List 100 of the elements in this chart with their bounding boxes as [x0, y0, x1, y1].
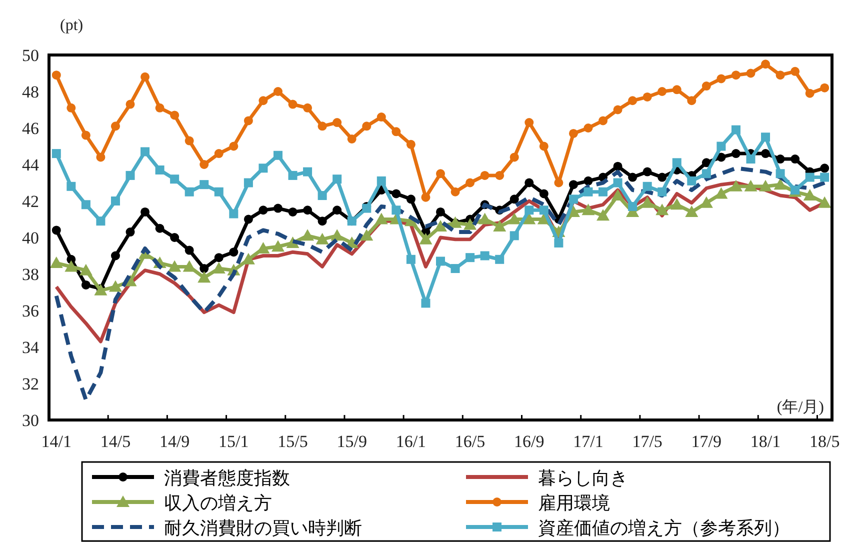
point: [79, 264, 92, 276]
point: [273, 204, 282, 213]
point: [316, 232, 329, 244]
point: [273, 150, 282, 160]
point: [658, 87, 667, 96]
point: [820, 83, 830, 92]
y-tick-label: 50: [22, 46, 39, 65]
point: [495, 170, 504, 180]
point: [744, 180, 758, 192]
x-tick-label: 18/1: [750, 432, 781, 451]
point: [436, 256, 445, 266]
point: [731, 125, 740, 134]
point: [700, 196, 713, 208]
y-tick-label: 34: [22, 338, 40, 357]
point: [184, 246, 194, 255]
point: [598, 116, 608, 126]
point: [539, 142, 548, 151]
point: [330, 229, 344, 241]
point: [776, 169, 785, 178]
point: [818, 196, 832, 208]
point: [658, 187, 667, 196]
point: [582, 204, 595, 216]
point: [466, 178, 475, 188]
point: [776, 70, 785, 80]
point: [568, 128, 578, 138]
point: [628, 202, 638, 211]
point: [318, 122, 327, 131]
point: [258, 164, 268, 173]
point: [155, 224, 164, 233]
point: [613, 162, 622, 171]
x-tick-label: 14/5: [100, 432, 131, 451]
point: [214, 149, 224, 158]
point: [374, 212, 388, 224]
x-tick-label: 17/9: [691, 432, 722, 451]
point: [110, 122, 120, 131]
x-tick-label: 17/5: [632, 432, 662, 451]
point: [421, 192, 430, 202]
point: [524, 178, 534, 188]
point: [820, 164, 830, 173]
point: [685, 205, 698, 217]
point: [273, 87, 282, 96]
point: [510, 231, 519, 240]
y-tick-label: 46: [22, 119, 39, 138]
point: [450, 187, 460, 196]
point: [242, 252, 255, 264]
point: [182, 260, 196, 272]
point: [702, 82, 711, 91]
legend-label: 収入の増え方: [164, 493, 272, 513]
point: [376, 112, 386, 122]
point: [731, 149, 740, 158]
point: [510, 194, 519, 204]
y-tick-label: 48: [22, 82, 39, 102]
point: [776, 154, 785, 164]
point: [66, 103, 76, 112]
x-tick-label: 16/9: [514, 432, 544, 451]
point: [508, 212, 521, 224]
point: [642, 182, 652, 191]
point: [244, 214, 253, 224]
point: [539, 206, 548, 215]
point: [66, 182, 76, 191]
point: [52, 226, 61, 235]
point: [419, 232, 432, 244]
point: [303, 206, 312, 215]
point: [184, 136, 194, 146]
point: [301, 229, 314, 241]
point: [244, 116, 253, 126]
point: [81, 200, 90, 210]
x-tick-label: 18/5: [809, 432, 840, 451]
legend-label: 資産価値の増え方（参考系列）: [538, 518, 790, 538]
point: [803, 189, 816, 201]
point: [214, 253, 224, 262]
x-tick-label: 15/5: [278, 432, 308, 451]
point: [52, 149, 61, 158]
point: [81, 130, 90, 140]
point: [672, 85, 682, 94]
legend-label: 雇用環境: [538, 493, 610, 513]
point: [347, 134, 356, 144]
y-axis-title: (pt): [60, 17, 84, 34]
point: [613, 105, 622, 114]
point: [81, 280, 90, 290]
point: [670, 198, 684, 210]
y-tick-label: 32: [22, 374, 39, 394]
point: [288, 100, 298, 109]
point: [774, 178, 787, 190]
point: [332, 118, 342, 128]
point: [271, 240, 284, 252]
point: [198, 271, 211, 283]
point: [170, 110, 180, 120]
point: [642, 92, 652, 102]
point: [392, 206, 401, 215]
point: [568, 180, 578, 190]
y-tick-label: 30: [22, 411, 39, 430]
y-tick-label: 44: [22, 156, 40, 174]
point: [611, 189, 624, 201]
point: [790, 66, 800, 76]
point: [480, 251, 490, 260]
point: [214, 187, 224, 196]
point: [303, 103, 312, 112]
point: [126, 228, 135, 237]
x-tick-label: 14/9: [159, 432, 190, 451]
